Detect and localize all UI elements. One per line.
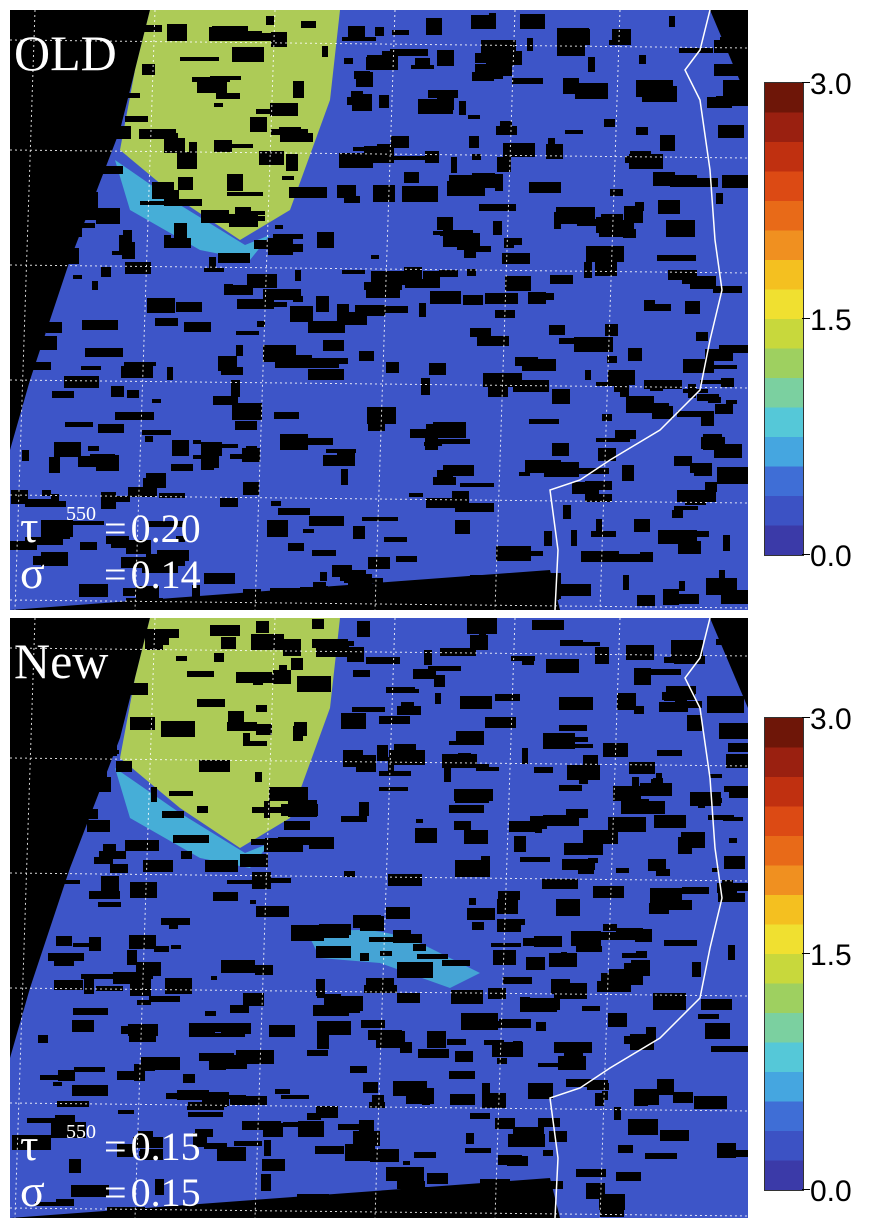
aod-map-image-old	[10, 10, 748, 610]
cloud-mask	[11, 618, 748, 1218]
tau-equals: =	[104, 506, 127, 551]
colorbar-label-max-new: 3.0	[810, 703, 852, 736]
panel-label-new: New	[14, 633, 109, 689]
colorbar-label-max-old: 3.0	[810, 68, 852, 101]
stats-box-new: τ 550 = 0.15 σ = 0.15	[20, 1118, 201, 1216]
colorbar-tick-mid	[802, 953, 810, 954]
ocean-region	[10, 918, 50, 1058]
aod-map-old: OLD τ 550 = 0.20 σ = 0.14	[10, 10, 748, 610]
colorbar-tick-min	[802, 1189, 810, 1190]
ocean-region	[10, 310, 50, 450]
tau-value-old: 0.20	[130, 506, 201, 551]
colorbar-label-min-old: 0.0	[810, 540, 852, 573]
colorbar-gradient-new	[764, 717, 804, 1191]
colorbar-label-mid-old: 1.5	[810, 304, 852, 337]
colorbar-tick-mid	[802, 318, 810, 319]
panel-label-old: OLD	[14, 25, 117, 81]
sigma-symbol: σ	[20, 547, 45, 598]
aod-map-new: New τ 550 = 0.15 σ = 0.15	[10, 618, 748, 1218]
sigma-equals: =	[104, 1170, 127, 1215]
sigma-equals: =	[104, 552, 127, 597]
colorbar-new: 3.0 1.5 0.0	[762, 703, 877, 1208]
sigma-value-new: 0.15	[130, 1170, 201, 1215]
graticule	[10, 10, 748, 610]
colorbar-tick-max	[802, 717, 810, 718]
sigma-row-new: σ = 0.15	[20, 1164, 201, 1216]
sigma-value-old: 0.14	[130, 552, 201, 597]
cloud-mask	[10, 13, 748, 607]
aerosol-band	[310, 930, 480, 988]
colorbar-label-mid-new: 1.5	[810, 939, 852, 972]
tau-symbol: τ	[20, 1119, 39, 1170]
tau-row-old: τ 550 = 0.20	[20, 500, 201, 552]
aerosol-plume	[120, 10, 340, 240]
coastline	[549, 618, 723, 1218]
colorbar-gradient-old	[764, 82, 804, 556]
colorbar-old: 3.0 1.5 0.0	[762, 68, 877, 573]
stats-box-old: τ 550 = 0.20 σ = 0.14	[20, 500, 201, 598]
coastline	[549, 10, 723, 610]
colorbar-label-min-new: 0.0	[810, 1175, 852, 1208]
colorbar-tick-max	[802, 82, 810, 83]
graticule	[10, 618, 748, 1218]
tau-equals: =	[104, 1124, 127, 1169]
aod-map-image-new	[10, 618, 748, 1218]
aerosol-plume-edge	[115, 160, 270, 260]
colorbar-tick-min	[802, 554, 810, 555]
sigma-row-old: σ = 0.14	[20, 546, 201, 598]
tau-row-new: τ 550 = 0.15	[20, 1118, 201, 1170]
tau-symbol: τ	[20, 501, 39, 552]
tau-superscript: 550	[66, 1121, 96, 1143]
sigma-symbol: σ	[20, 1165, 45, 1216]
tau-value-new: 0.15	[130, 1124, 201, 1169]
tau-superscript: 550	[66, 503, 96, 525]
